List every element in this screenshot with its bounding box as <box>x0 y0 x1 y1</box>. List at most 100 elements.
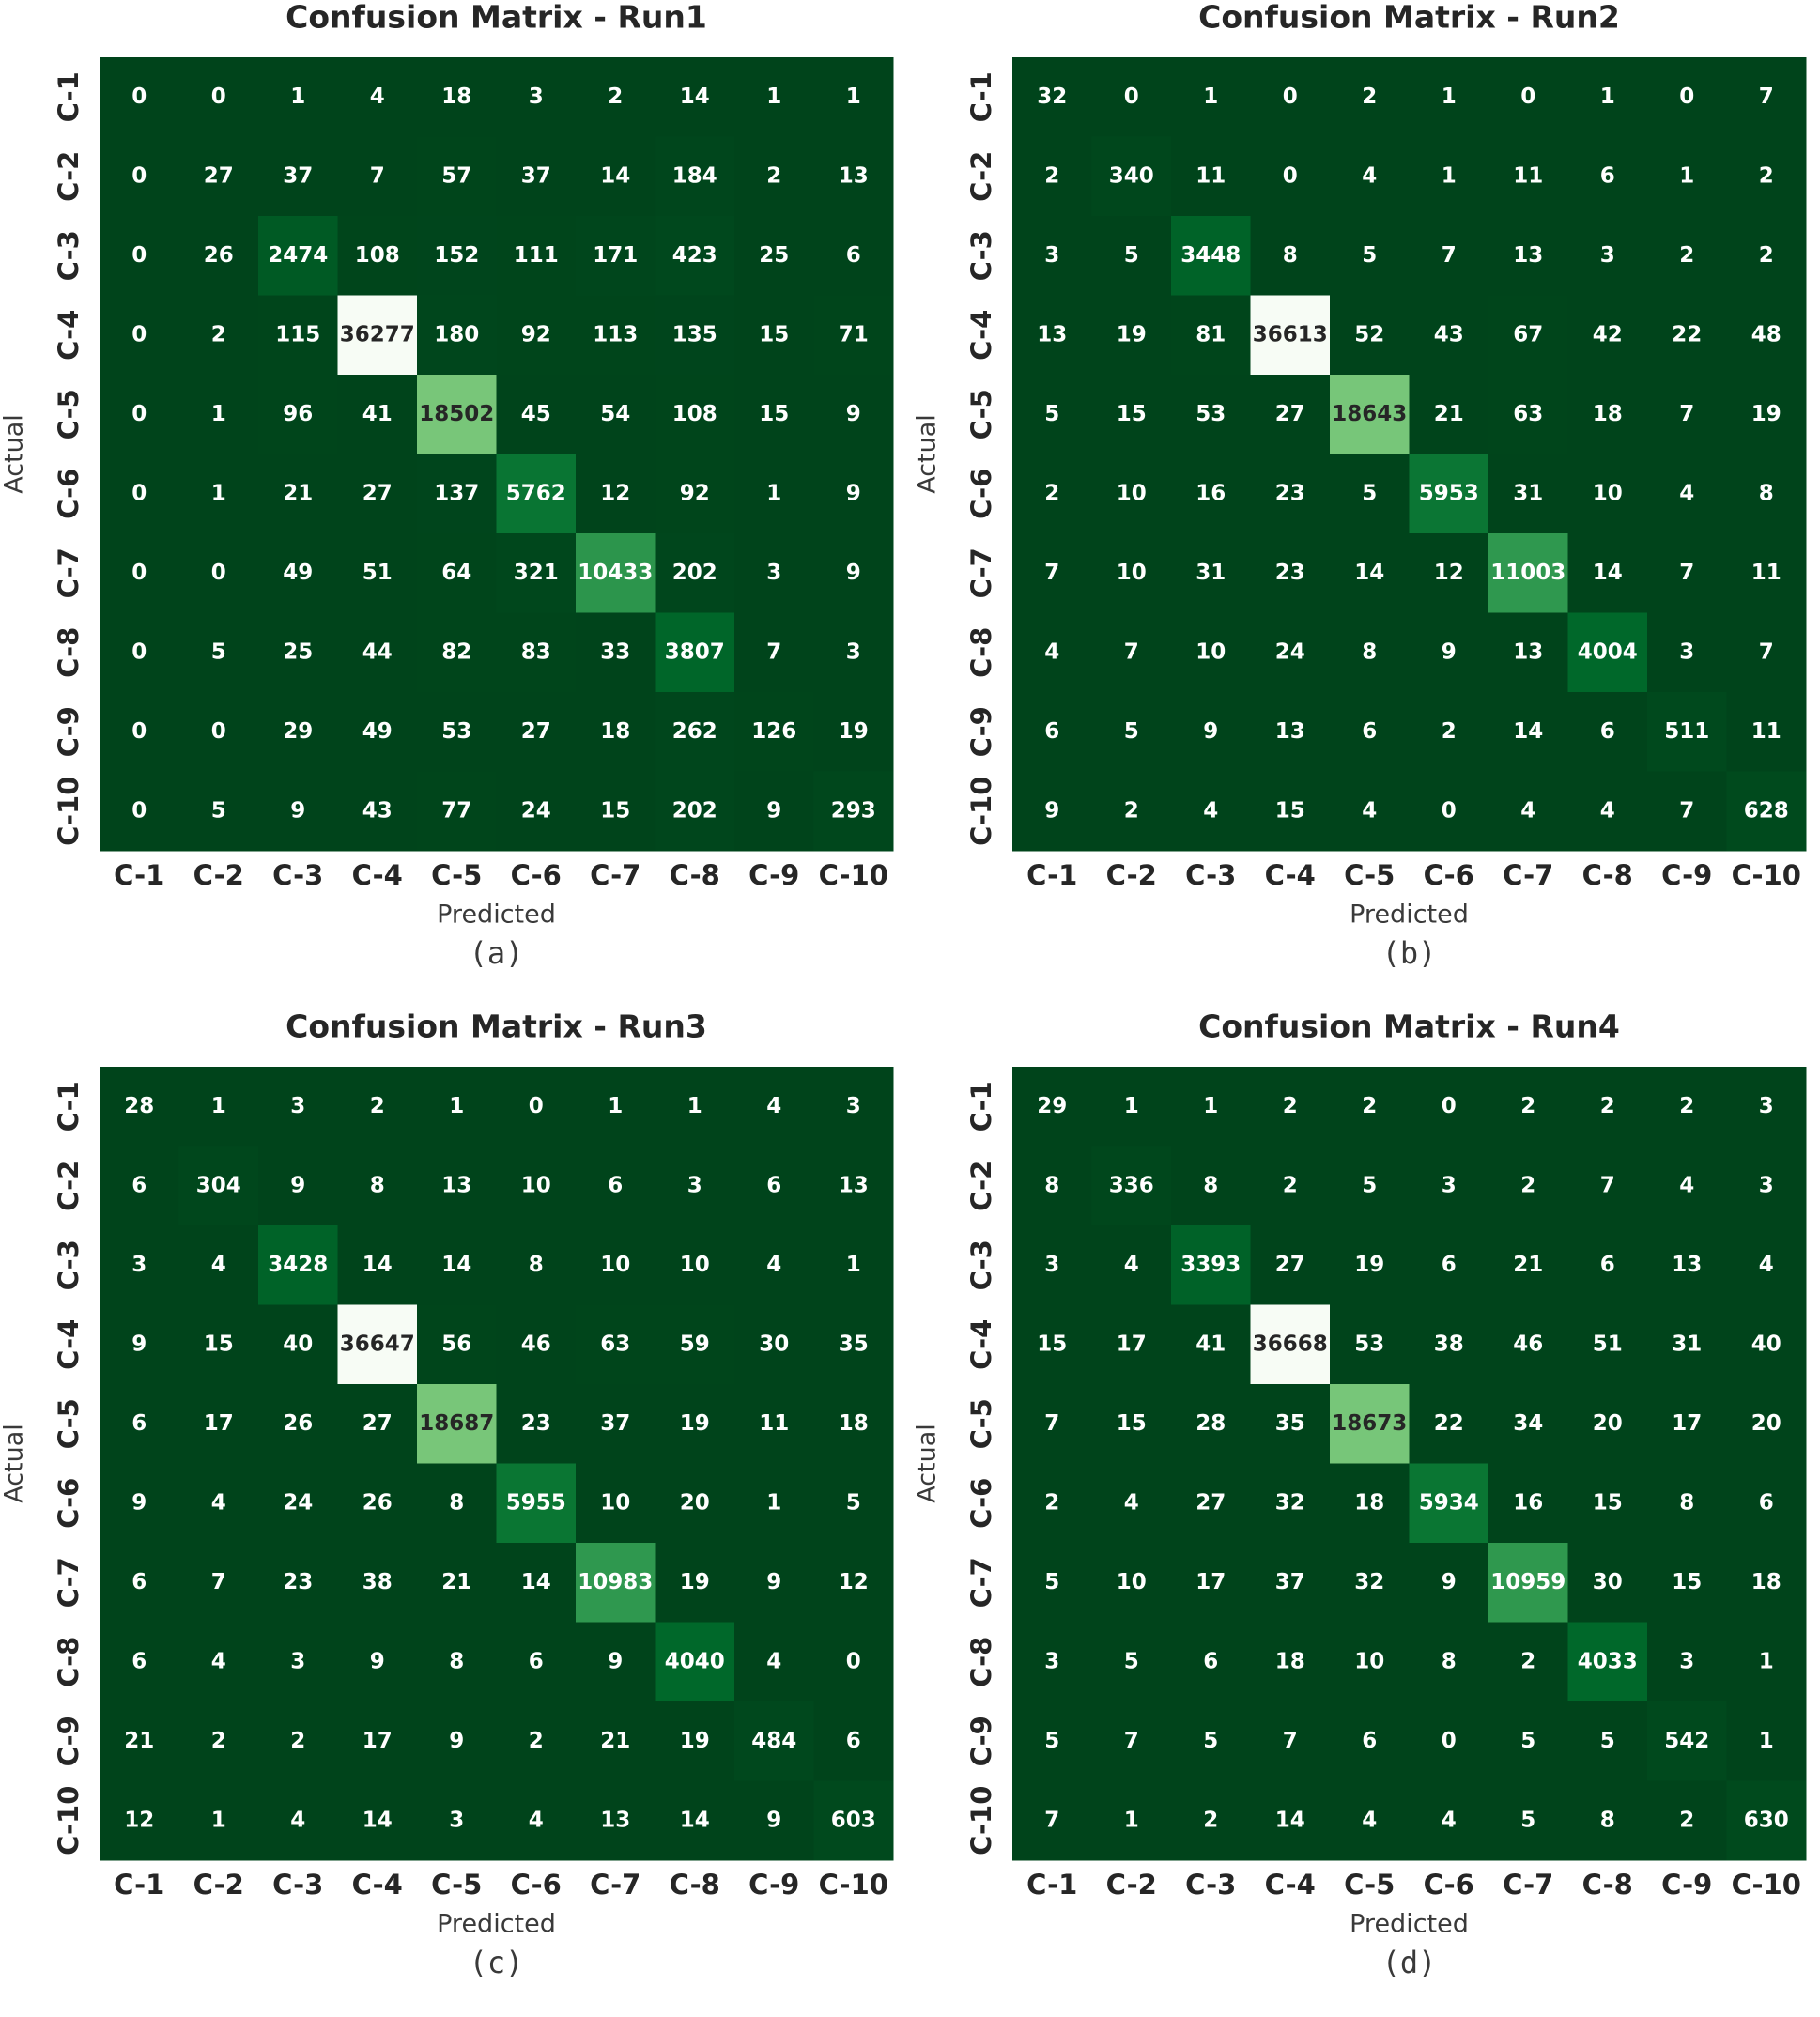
y-tick-label: C-1 <box>965 71 997 122</box>
cell-label: 137 <box>434 481 479 505</box>
cell-label: 4 <box>1442 1808 1457 1832</box>
cell-label: 18687 <box>419 1411 494 1436</box>
cell-label: 10 <box>1117 1570 1147 1594</box>
cell <box>100 1384 179 1464</box>
cell-label: 3 <box>1759 1173 1774 1197</box>
cell-label: 0 <box>211 561 226 585</box>
cell <box>337 375 418 454</box>
cell-label: 6 <box>1600 1253 1615 1277</box>
cell-label: 0 <box>1124 85 1139 109</box>
cell <box>496 1622 577 1702</box>
cell-label: 7 <box>211 1570 226 1594</box>
cell <box>1330 454 1410 534</box>
cell <box>100 1543 179 1623</box>
cell-label: 19 <box>1751 402 1781 426</box>
cell-label: 17 <box>1195 1570 1226 1594</box>
cell-label: 17 <box>1117 1332 1147 1356</box>
cell-label: 56 <box>441 1332 471 1356</box>
cell <box>1250 1067 1331 1147</box>
cell <box>1330 1701 1410 1781</box>
cell <box>1330 692 1410 772</box>
chart-title: Confusion Matrix - Run3 <box>285 1008 707 1045</box>
cell-label: 6 <box>529 1649 544 1673</box>
y-tick-label: C-8 <box>965 1637 997 1687</box>
cell <box>1488 771 1568 852</box>
x-tick-label: C-2 <box>193 1869 244 1901</box>
cell-label: 6 <box>608 1173 623 1197</box>
cell-label: 262 <box>672 719 717 744</box>
cell-label: 3 <box>290 1649 305 1673</box>
cell-label: 4 <box>1203 798 1218 823</box>
cell <box>655 375 735 454</box>
cell-label: 0 <box>1679 85 1694 109</box>
y-tick-label: C-10 <box>965 777 997 846</box>
cell <box>1409 692 1489 772</box>
cell-label: 511 <box>1664 719 1709 744</box>
cell-label: 48 <box>1751 322 1781 346</box>
cell-label: 2 <box>1442 719 1457 744</box>
x-tick-label: C-10 <box>1732 1869 1801 1901</box>
cell-label: 113 <box>593 322 638 346</box>
cell <box>1567 1225 1648 1305</box>
cell-label: 2 <box>290 1729 305 1753</box>
cell <box>417 57 497 137</box>
cell-label: 6 <box>131 1570 147 1594</box>
cell-label: 9 <box>1442 1570 1457 1594</box>
cell <box>655 1622 735 1702</box>
cell-label: 7 <box>1044 1808 1059 1832</box>
cell <box>1091 771 1172 852</box>
cell <box>576 1701 656 1781</box>
cell-label: 24 <box>521 798 551 823</box>
cell <box>496 454 577 534</box>
cell <box>1012 612 1092 693</box>
cell-label: 14 <box>1354 561 1384 585</box>
cell <box>1330 1384 1410 1464</box>
y-tick-label: C-9 <box>53 706 85 757</box>
y-tick-label: C-2 <box>53 1161 85 1211</box>
cell <box>1409 57 1489 137</box>
cell-label: 21 <box>1434 402 1464 426</box>
cell-label: 45 <box>521 402 551 426</box>
cell <box>576 375 656 454</box>
cell-label: 5953 <box>1419 481 1479 505</box>
cell-label: 10433 <box>578 561 653 585</box>
x-tick-label: C-3 <box>1185 1869 1236 1901</box>
cell-label: 3 <box>449 1808 464 1832</box>
cell <box>813 692 894 772</box>
cell <box>417 1622 497 1702</box>
cell-label: 2 <box>1520 1649 1535 1673</box>
cell-label: 27 <box>1275 402 1305 426</box>
cell <box>417 612 497 693</box>
cell-label: 8 <box>1362 639 1377 664</box>
x-tick-label: C-8 <box>1582 859 1633 891</box>
cell <box>813 136 894 217</box>
cell-label: 7 <box>1283 1729 1298 1753</box>
cell-label: 19 <box>680 1411 710 1436</box>
cell <box>813 57 894 137</box>
cell <box>1012 1146 1092 1226</box>
cell <box>734 216 814 296</box>
cell-label: 5 <box>211 798 226 823</box>
cell <box>417 295 497 376</box>
cell <box>1488 533 1568 613</box>
cell <box>1488 1543 1568 1623</box>
cell <box>1171 1146 1251 1226</box>
cell-label: 3 <box>1679 639 1694 664</box>
cell <box>734 1701 814 1781</box>
cell-label: 108 <box>672 402 717 426</box>
y-tick-label: C-1 <box>965 1081 997 1132</box>
cell <box>496 136 577 217</box>
x-tick-label: C-1 <box>114 1869 164 1901</box>
cell-label: 1 <box>1600 85 1615 109</box>
cell-label: 8 <box>1442 1649 1457 1673</box>
cell <box>576 771 656 852</box>
cell-label: 0 <box>131 481 147 505</box>
cell <box>734 771 814 852</box>
cell <box>258 1622 338 1702</box>
y-tick-label: C-9 <box>965 706 997 757</box>
cell-label: 46 <box>1513 1332 1543 1356</box>
cell <box>576 692 656 772</box>
cell <box>337 136 418 217</box>
cell-label: 202 <box>672 561 717 585</box>
cell-label: 3 <box>1600 243 1615 268</box>
